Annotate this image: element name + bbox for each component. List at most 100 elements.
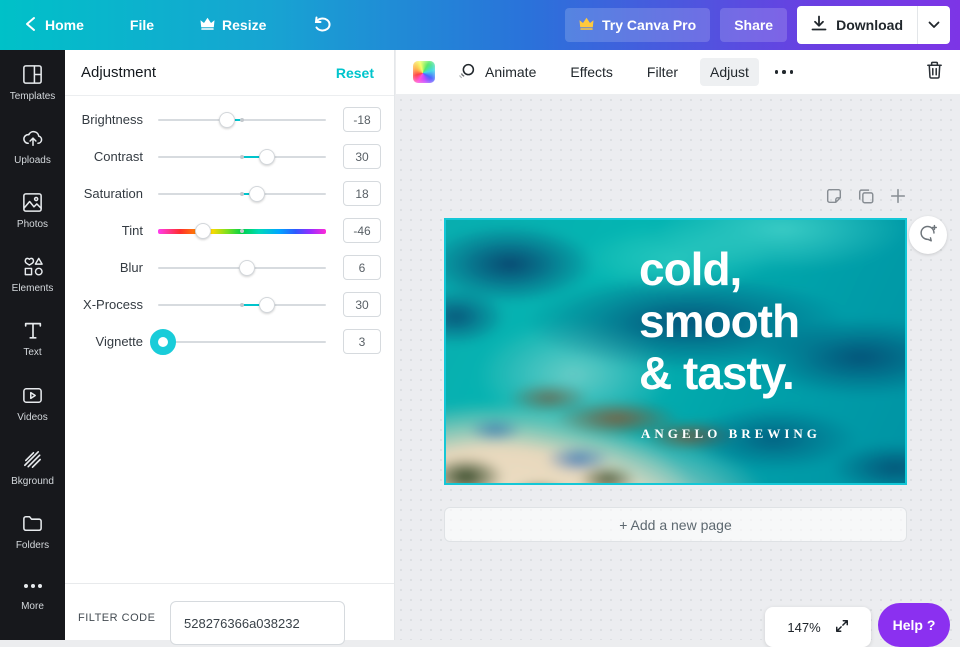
share-button[interactable]: Share xyxy=(720,8,788,42)
zoom-control[interactable]: 147% xyxy=(765,607,871,647)
filter-button[interactable]: Filter xyxy=(646,64,679,80)
animate-label: Animate xyxy=(485,64,537,80)
blur-value[interactable]: 6 xyxy=(343,255,381,280)
saturation-value[interactable]: 18 xyxy=(343,181,381,206)
home-label: Home xyxy=(45,17,84,33)
photos-icon xyxy=(21,191,44,214)
delete-button[interactable] xyxy=(921,56,948,89)
share-label: Share xyxy=(734,17,774,33)
headline-text[interactable]: cold, smooth & tasty. xyxy=(639,243,800,399)
saturation-slider[interactable] xyxy=(158,184,326,204)
x-process-value[interactable]: 30 xyxy=(343,292,381,317)
file-menu[interactable]: File xyxy=(120,9,164,41)
vignette-slider[interactable] xyxy=(150,328,326,355)
duplicate-page-icon[interactable] xyxy=(857,187,875,205)
download-label: Download xyxy=(836,17,903,33)
adjust-button-selected[interactable]: Adjust xyxy=(700,58,759,86)
undo-icon xyxy=(312,15,332,36)
tint-value[interactable]: -46 xyxy=(343,218,381,243)
fullscreen-expand-icon xyxy=(835,619,849,636)
design-page-selected[interactable]: cold, smooth & tasty. ANGELO BREWING xyxy=(444,218,907,485)
download-button[interactable]: Download xyxy=(797,6,950,44)
brightness-label: Brightness xyxy=(81,112,143,127)
page-actions xyxy=(396,187,907,205)
vignette-label: Vignette xyxy=(95,334,143,349)
x-process-slider[interactable] xyxy=(158,295,326,315)
canvas-workspace: cold, smooth & tasty. ANGELO BREWING + A… xyxy=(396,95,960,647)
download-icon xyxy=(811,15,827,35)
brightness-value[interactable]: -18 xyxy=(343,107,381,132)
slider-row-blur: Blur 6 xyxy=(65,249,394,286)
folder-icon xyxy=(21,512,44,535)
panel-title: Adjustment xyxy=(81,64,157,81)
ocean-aerial-image xyxy=(446,220,905,483)
try-canva-pro-button[interactable]: Try Canva Pro xyxy=(565,8,711,42)
add-page-icon[interactable] xyxy=(889,187,907,205)
contrast-slider[interactable] xyxy=(158,147,326,167)
blur-slider-handle[interactable] xyxy=(239,259,256,276)
add-notes-icon[interactable] xyxy=(825,187,843,205)
templates-icon xyxy=(21,63,44,86)
adjustment-panel: Adjustment Reset Brightness -18 Contrast 30… xyxy=(65,50,395,645)
brightness-slider[interactable] xyxy=(158,110,326,130)
toolbar-more-button[interactable] xyxy=(767,64,802,80)
contrast-center-dot xyxy=(240,154,244,159)
blur-slider[interactable] xyxy=(158,258,326,278)
saturation-label: Saturation xyxy=(83,186,143,201)
back-home-button[interactable]: Home xyxy=(14,8,94,43)
comment-plus-icon xyxy=(917,222,939,249)
sidebar-item-templates[interactable]: Templates xyxy=(0,63,65,127)
crown-gold-icon xyxy=(579,17,594,33)
slider-row-x-process: X-Process 30 xyxy=(65,286,394,323)
x-process-center-dot xyxy=(240,302,244,307)
blur-label: Blur xyxy=(119,260,143,275)
saturation-center-dot xyxy=(240,191,244,196)
sidebar-item-background[interactable]: Bkground xyxy=(0,448,65,512)
vignette-slider-handle[interactable] xyxy=(150,328,177,355)
brightness-center-dot xyxy=(240,117,244,122)
sidebar-item-videos[interactable]: Videos xyxy=(0,384,65,448)
slider-row-brightness: Brightness -18 xyxy=(65,101,394,138)
add-comment-button[interactable] xyxy=(909,216,947,254)
vignette-value[interactable]: 3 xyxy=(343,329,381,354)
file-label: File xyxy=(129,17,155,33)
tint-center-dot xyxy=(240,228,244,233)
reset-button[interactable]: Reset xyxy=(335,64,374,81)
effects-button[interactable]: Effects xyxy=(570,64,613,80)
brightness-slider-handle[interactable] xyxy=(218,111,235,128)
contrast-value[interactable]: 30 xyxy=(343,144,381,169)
sliders-group: Brightness -18 Contrast 30 Saturation 18 Tint -… xyxy=(65,96,394,360)
try-pro-label: Try Canva Pro xyxy=(602,17,697,33)
sidebar-item-elements[interactable]: Elements xyxy=(0,255,65,319)
tint-label: Tint xyxy=(121,223,143,238)
contrast-slider-handle[interactable] xyxy=(259,148,276,165)
sidebar-item-folders[interactable]: Folders xyxy=(0,512,65,576)
more-dots-icon xyxy=(21,576,45,596)
tint-slider-handle[interactable] xyxy=(195,222,212,239)
x-process-slider-handle[interactable] xyxy=(259,296,276,313)
add-new-page-button[interactable]: + Add a new page xyxy=(444,507,907,542)
download-options-caret[interactable] xyxy=(917,6,950,44)
zoom-level: 147% xyxy=(787,619,821,635)
top-bar: Home File Resize Try Canva Pro Share xyxy=(0,0,960,50)
animate-button[interactable]: Animate xyxy=(447,55,546,90)
brand-text[interactable]: ANGELO BREWING xyxy=(641,426,821,441)
color-picker-tile[interactable] xyxy=(413,61,435,83)
sidebar-item-photos[interactable]: Photos xyxy=(0,191,65,255)
help-button[interactable]: Help ? xyxy=(878,603,950,647)
resize-button[interactable]: Resize xyxy=(190,9,276,41)
saturation-slider-handle[interactable] xyxy=(249,185,266,202)
x-process-track-fill xyxy=(242,303,268,306)
editor-toolbar: Animate Effects Filter Adjust xyxy=(396,50,960,95)
sidebar-item-more[interactable]: More xyxy=(0,576,65,640)
undo-button[interactable] xyxy=(302,7,342,44)
slider-row-saturation: Saturation 18 xyxy=(65,175,394,212)
sidebar-item-uploads[interactable]: Uploads xyxy=(0,127,65,191)
trash-icon xyxy=(925,60,944,85)
tint-slider[interactable] xyxy=(158,221,326,241)
sidebar-item-text[interactable]: Text xyxy=(0,319,65,383)
contrast-label: Contrast xyxy=(93,149,143,164)
filter-code-input[interactable] xyxy=(170,601,345,645)
vignette-track xyxy=(158,340,326,343)
slider-row-vignette: Vignette 3 xyxy=(65,323,394,360)
